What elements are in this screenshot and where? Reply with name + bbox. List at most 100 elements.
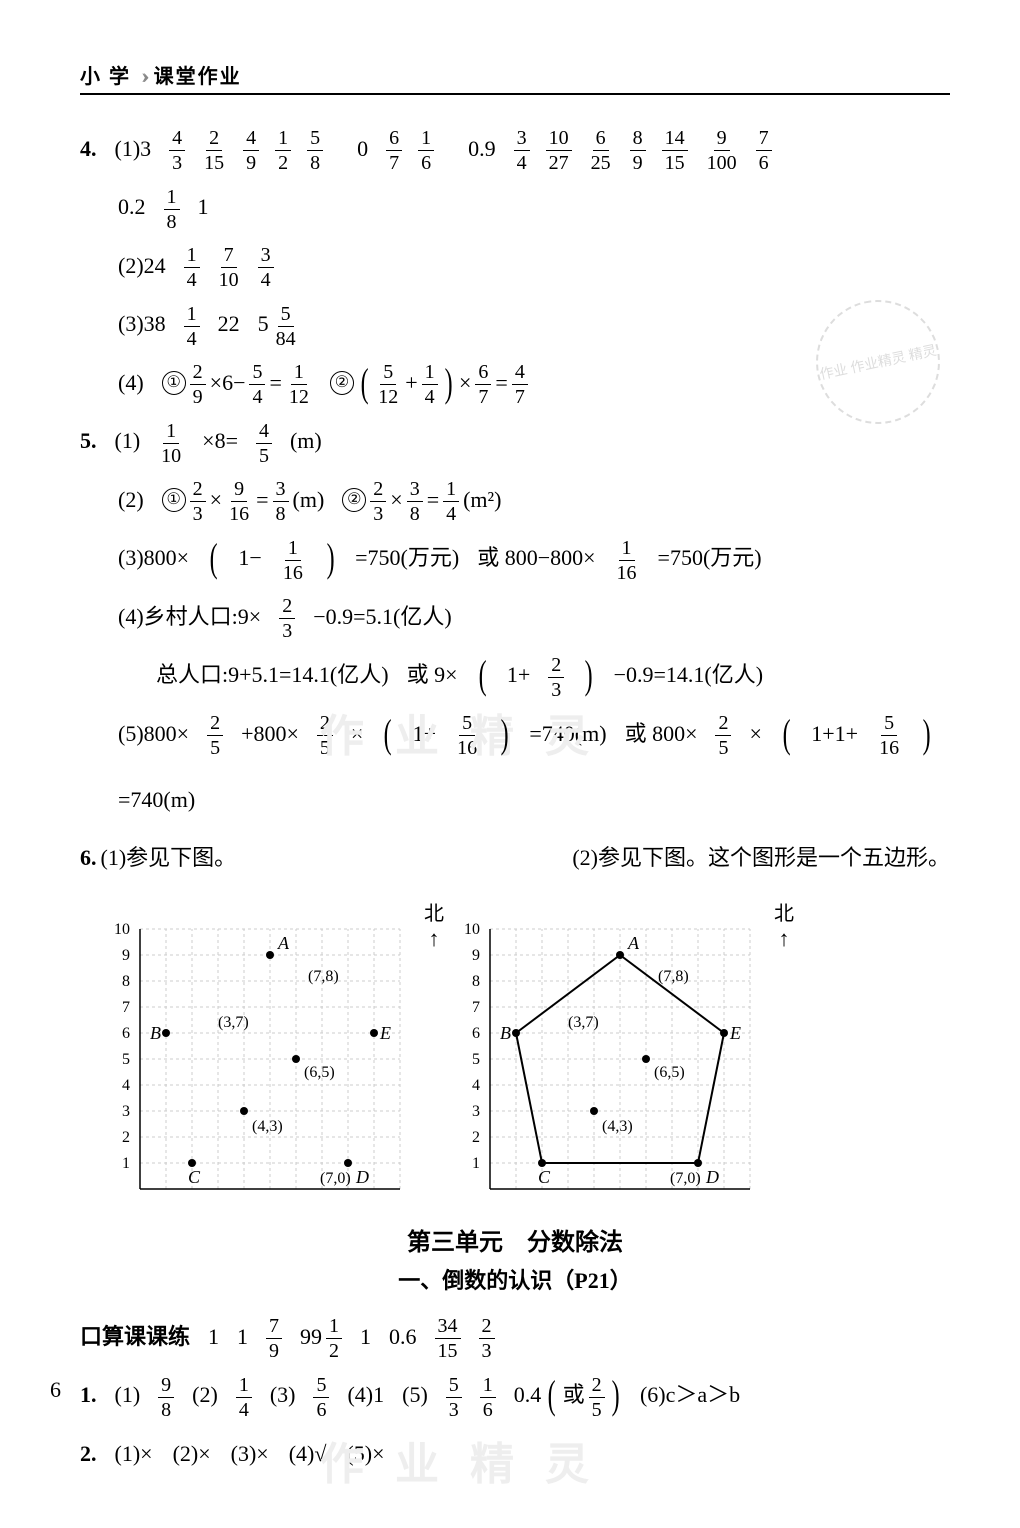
q5-r5-lead: (5)800× (118, 710, 189, 758)
q5-r5-or: 或 800× (625, 710, 698, 758)
q5-r5-t1: +800× (241, 710, 299, 758)
lparen3-icon: ( (478, 659, 486, 691)
fraction: 67 (475, 362, 491, 407)
fraction: 1415 (662, 128, 688, 173)
fraction: 23 (190, 479, 206, 524)
lparen6-icon: ( (548, 1379, 556, 1411)
u3-q2: 2. (1)×(2)×(3)×(4)√(5)× (80, 1430, 950, 1478)
ks-v3: 1 (360, 1313, 371, 1361)
svg-text:8: 8 (472, 973, 480, 990)
svg-text:E: E (729, 1023, 741, 1043)
fraction: 43 (169, 128, 185, 173)
fraction: 67 (386, 128, 402, 173)
fraction: 98 (158, 1375, 174, 1420)
ks-v4: 0.6 (389, 1313, 417, 1361)
u3-q1-num: 1. (80, 1371, 97, 1419)
svg-text:(7,0): (7,0) (670, 1170, 701, 1187)
svg-text:(3,7): (3,7) (218, 1014, 249, 1031)
q5-r5-eq: =740(m) (529, 710, 606, 758)
q5-r4b-or: 或 9× (407, 651, 458, 699)
q4-r1-mid2: 0.9 (468, 125, 496, 173)
arrow-up-icon: ↑ (424, 926, 444, 952)
q6-number: 6. (80, 834, 97, 882)
q5-row5: (5)800× 25 +800× 25 × ( 1+ 516 ) =740(m)… (118, 710, 950, 825)
fraction: 76 (756, 128, 772, 173)
svg-text:3: 3 (472, 1103, 480, 1120)
q5-r5-eq2: =740(m) (118, 776, 195, 824)
kousuan-row: 口算课课练 1 1 79 99 12 1 0.6 3415 23 (80, 1313, 950, 1361)
fraction: 34 (514, 128, 530, 173)
lparen5-icon: ( (783, 718, 791, 750)
q4-r2-lead: (2)24 (118, 242, 166, 290)
svg-text:5: 5 (122, 1051, 130, 1068)
q4-r4-x: × (459, 359, 471, 407)
svg-text:1: 1 (122, 1155, 130, 1172)
circle-2-icon: ② (330, 371, 354, 395)
q4-r3-mix: 5 584 (258, 300, 299, 348)
q4-r4-t1: ×6− (210, 359, 246, 407)
fraction: 56 (313, 1375, 329, 1420)
svg-text:3: 3 (122, 1103, 130, 1120)
svg-text:(4,3): (4,3) (602, 1118, 633, 1135)
q4-row1: 4. (1)3 43215491258 0 6716 0.9 341027625… (80, 125, 950, 173)
fraction: 49 (243, 128, 259, 173)
ks-mixw: 99 (300, 1313, 322, 1361)
rparen3-icon: ) (585, 659, 593, 691)
q5-r2-eq: = (256, 476, 268, 524)
chart-2: 01122334455667788991010A(7,8)B(3,7)E(6,5… (454, 893, 764, 1198)
fraction: 34 (258, 245, 274, 290)
q5-r4-tail: −0.9=5.1(亿人) (313, 593, 451, 641)
circle-1-icon: ① (162, 371, 186, 395)
q5-r2-u1: (m) (293, 476, 325, 524)
svg-text:(7,0): (7,0) (320, 1170, 351, 1187)
q5-r3-lead: (3)800× (118, 534, 189, 582)
svg-text:(7,8): (7,8) (658, 968, 689, 985)
svg-text:10: 10 (464, 921, 480, 938)
q5-r4b-in: 1+ (507, 651, 530, 699)
lparen-icon: ( (361, 367, 369, 399)
q5-r5-t3: × (749, 710, 761, 758)
q5-r2-u2: (m²) (463, 476, 501, 524)
svg-text:6: 6 (122, 1025, 130, 1042)
svg-text:(4,3): (4,3) (252, 1118, 283, 1135)
q5-row4b: 总人口:9+5.1=14.1(亿人) 或 9× ( 1+ 23 ) −0.9=1… (156, 651, 950, 699)
q5-r2-x2: × (390, 476, 402, 524)
fraction: 584 (273, 304, 299, 349)
fraction: 14 (184, 245, 200, 290)
svg-text:7: 7 (472, 999, 480, 1016)
chart-1: 01122334455667788991010A(7,8)B(3,7)E(6,5… (104, 893, 414, 1198)
fraction: 516 (876, 713, 902, 758)
q5-r2-x: × (210, 476, 222, 524)
fraction: 23 (548, 655, 564, 700)
fraction: 29 (190, 362, 206, 407)
u3q1-p5or: 或 (563, 1371, 585, 1419)
q4-number: 4. (80, 125, 97, 173)
q5-r5-in2: 1+1+ (811, 710, 858, 758)
fraction: 14 (443, 479, 459, 524)
fraction: 12 (275, 128, 291, 173)
charts-row: 01122334455667788991010A(7,8)B(3,7)E(6,5… (104, 893, 950, 1198)
q4-r4-eq2: = (495, 359, 507, 407)
u3-q2-num: 2. (80, 1430, 97, 1478)
rparen2-icon: ) (326, 542, 334, 574)
page-header: 小 学 ›› 课堂作业 (80, 60, 950, 95)
q6-t2: (2)参见下图。这个图形是一个五边形。 (572, 834, 950, 882)
q5-r3-in: 1− (238, 534, 261, 582)
svg-text:(6,5): (6,5) (654, 1064, 685, 1081)
svg-text:C: C (538, 1167, 551, 1187)
rparen5-icon: ) (923, 718, 931, 750)
fraction: 16 (480, 1375, 496, 1420)
fraction: 110 (158, 421, 184, 466)
fraction: 1027 (546, 128, 572, 173)
q5-row2: (2) ① 23× 916= 38(m) ② 23× 38= 14(m²) (118, 476, 950, 524)
svg-text:10: 10 (114, 921, 130, 938)
fraction: 54 (249, 362, 265, 407)
q6-header: 6. (1)参见下图。 (2)参见下图。这个图形是一个五边形。 (80, 834, 950, 882)
q4-row2: (2)24 1471034 (118, 242, 950, 290)
svg-text:4: 4 (472, 1077, 480, 1094)
fraction: 512 (375, 362, 401, 407)
fraction: 116 (614, 538, 640, 583)
svg-text:D: D (705, 1167, 719, 1187)
q5-r3-eq: =750(万元) (355, 534, 459, 582)
page-number: 6 (50, 1377, 61, 1403)
